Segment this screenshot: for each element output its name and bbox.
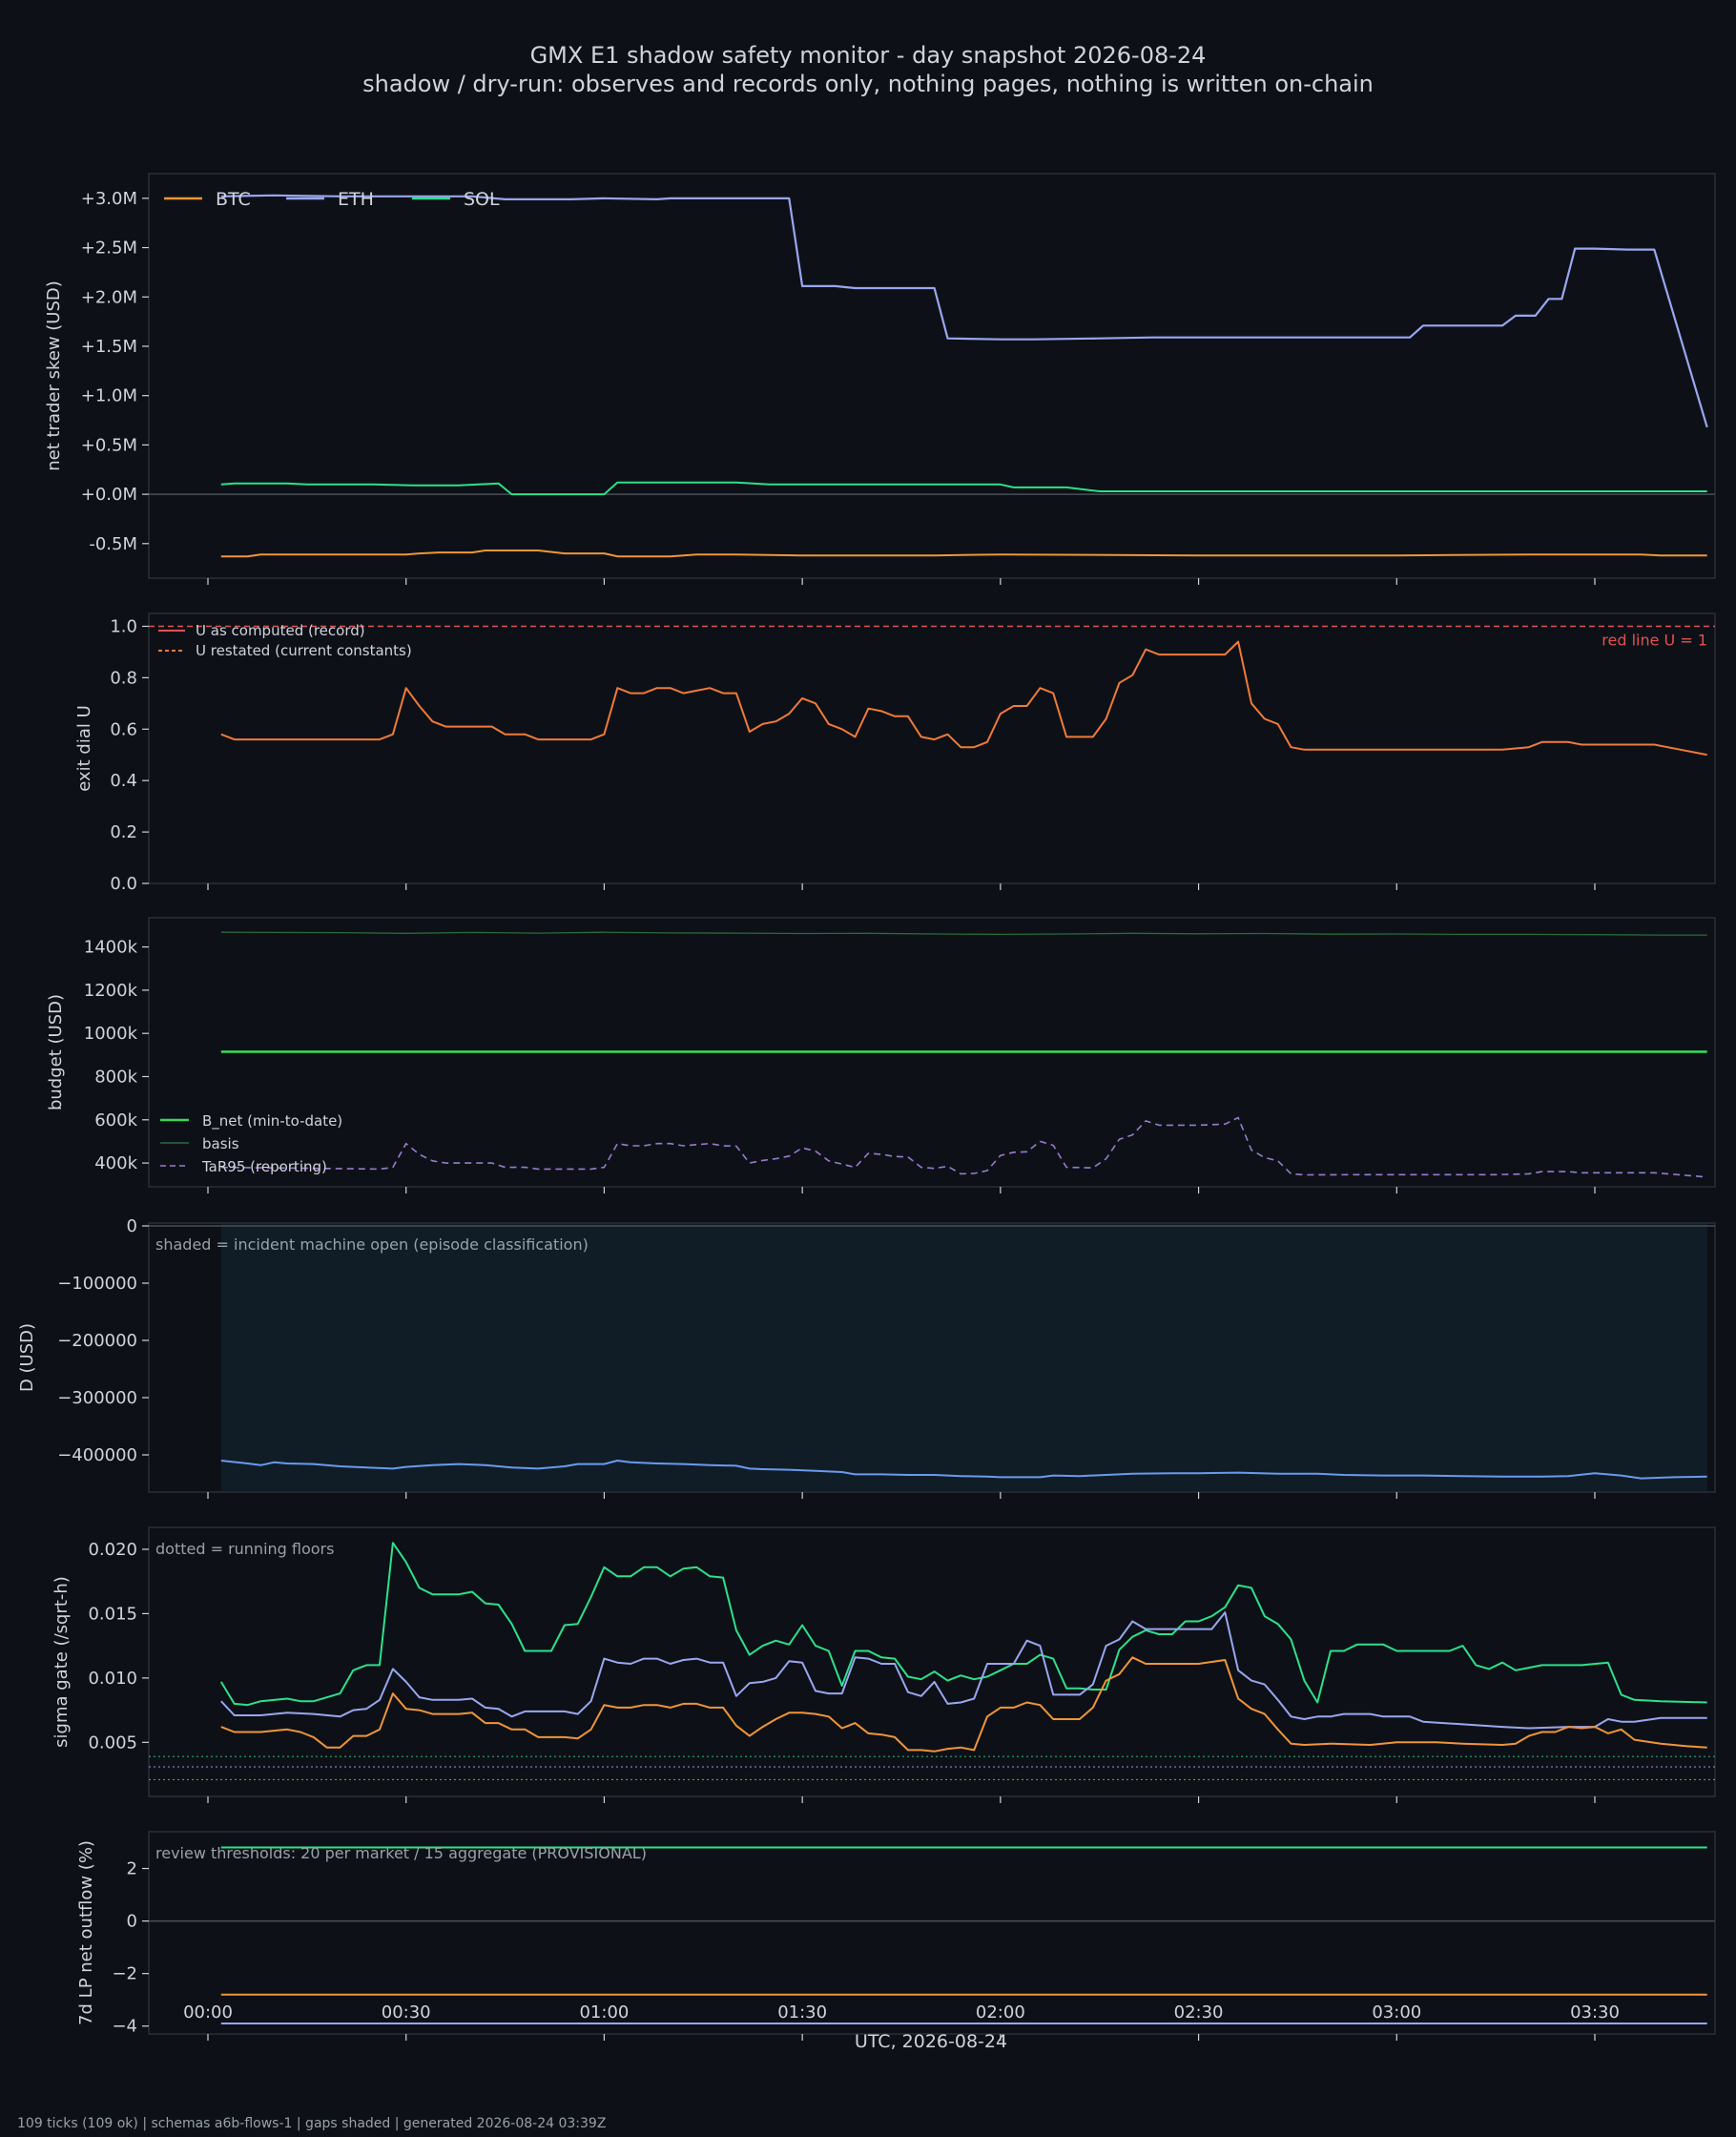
y-tick-label: +3.0M [81,189,137,209]
series-line-tar95-reporting- [220,1116,1707,1178]
panel-note: shaded = incident machine open (episode … [155,1235,589,1254]
series-line-eth [220,1611,1707,1730]
y-tick-label: −100000 [57,1274,137,1294]
panel-sigma_gate: 0.005 0.010 0.015 0.020 sigma gate (/sqrt-h)… [52,1526,1716,1803]
y-tick-label: 800k [94,1067,137,1087]
y-tick-label: 0.010 [88,1669,137,1689]
y-tick-label: −400000 [57,1445,137,1465]
red-line-label: red line U = 1 [1602,631,1707,649]
panels: -0.5M +0.0M +0.5M +1.0M +1.5M +2.0M +2.5M +3.0M… [17,173,1716,2041]
x-tick-label: 02:30 [1174,2002,1224,2023]
x-tick-label: 02:00 [976,2002,1025,2023]
panel-frame [148,1526,1716,1797]
y-axis-label: D (USD) [17,1323,37,1392]
y-axis-label: 7d LP net outflow (%) [76,1840,96,2025]
series-line-btc [220,550,1707,558]
y-tick-label: 0.6 [110,719,137,739]
x-tick-label: 03:00 [1372,2002,1421,2023]
incident-shaded-span [220,1224,1707,1491]
panel-note: review thresholds: 20 per market / 15 ag… [155,1844,647,1862]
y-tick-label: +2.5M [81,239,137,259]
panel-skew: -0.5M +0.0M +0.5M +1.0M +1.5M +2.0M +2.5M +3.0M… [44,173,1716,585]
y-axis-label: exit dial U [74,705,94,792]
x-axis-label: UTC, 2026-08-24 [855,2031,1007,2052]
y-axis-label: sigma gate (/sqrt-h) [52,1576,72,1748]
y-tick-label: +0.5M [81,435,137,455]
x-axis: 00:00 00:30 01:00 01:30 02:00 02:30 03:00 03:30 [183,2002,1620,2023]
legend-label-btc: BTC [216,189,251,210]
series-line-d [220,1460,1707,1480]
y-tick-label: 0.4 [110,771,137,791]
y-tick-label: +2.0M [81,287,137,307]
x-tick-label: 00:30 [382,2002,431,2023]
y-tick-label: -0.5M [89,534,137,554]
y-tick-label: 1.0 [110,616,137,636]
y-tick-label: 0.2 [110,822,137,842]
series-line-eth [220,194,1708,428]
y-tick-label: 0 [127,1216,137,1236]
y-tick-label: 0.015 [88,1604,137,1624]
y-tick-label: 2 [127,1859,137,1879]
chart-subtitle: shadow / dry-run: observes and records o… [362,71,1374,97]
y-tick-label: +1.5M [81,337,137,357]
series-line-btc [220,1656,1707,1753]
panel-D: 0 −100000 −200000 −300000 −400000 D (USD) shad… [17,1216,1716,1499]
y-tick-label: 1400k [84,938,138,958]
x-tick-label: 03:30 [1570,2002,1620,2023]
y-tick-label: 1200k [84,981,138,1001]
y-tick-label: −2 [112,1964,137,1984]
legend-label: TaR95 (reporting) [201,1158,327,1175]
legend-label: U restated (current constants) [196,642,412,659]
footer-status: 109 ticks (109 ok) | schemas a6b-flows-1… [17,2116,606,2131]
y-axis-label: net trader skew (USD) [44,280,64,471]
y-tick-label: 0.8 [110,668,137,688]
legend-label: basis [202,1135,239,1152]
legend-label-sol: SOL [464,189,500,210]
y-tick-label: 1000k [84,1024,138,1044]
panel-frame [148,612,1716,884]
y-tick-label: 0.0 [110,874,137,894]
chart-title: GMX E1 shadow safety monitor - day snaps… [530,42,1207,69]
y-tick-label: −200000 [57,1331,137,1351]
x-tick-label: 01:00 [579,2002,629,2023]
panel-lp_outflow: −4 −2 0 2 7d LP net outflow (%) review thresh… [76,1831,1716,2041]
y-tick-label: 0.005 [88,1732,137,1753]
legend-label-eth: ETH [338,189,374,210]
series-line-sol [220,481,1707,496]
y-tick-label: −300000 [57,1388,137,1408]
legend-label: U as computed (record) [196,622,365,639]
series-line-basis [220,931,1707,936]
x-tick-label: 00:00 [183,2002,233,2023]
y-tick-label: −4 [112,2017,137,2037]
y-tick-label: +0.0M [81,485,137,505]
legend-label: B_net (min-to-date) [202,1112,342,1131]
y-axis-label: budget (USD) [46,994,66,1110]
x-tick-label: 01:30 [777,2002,827,2023]
panel-frame [148,173,1716,579]
panel-note: dotted = running floors [155,1540,334,1558]
y-tick-label: 400k [94,1153,137,1173]
series-line-u-as-computed-record- [220,640,1707,757]
panel-exit_dial: 0.0 0.2 0.4 0.6 0.8 1.0 exit dial U red line U … [74,612,1716,894]
series-line-sol [219,1542,1707,1707]
y-tick-label: +1.0M [81,386,137,406]
panel-budget: 400k 600k 800k 1000k 1200k 1400k budget (USD) B… [46,917,1716,1193]
panel-frame [148,1831,1716,2035]
y-tick-label: 600k [94,1110,137,1131]
y-tick-label: 0 [127,1912,137,1932]
y-tick-label: 0.020 [88,1540,137,1560]
